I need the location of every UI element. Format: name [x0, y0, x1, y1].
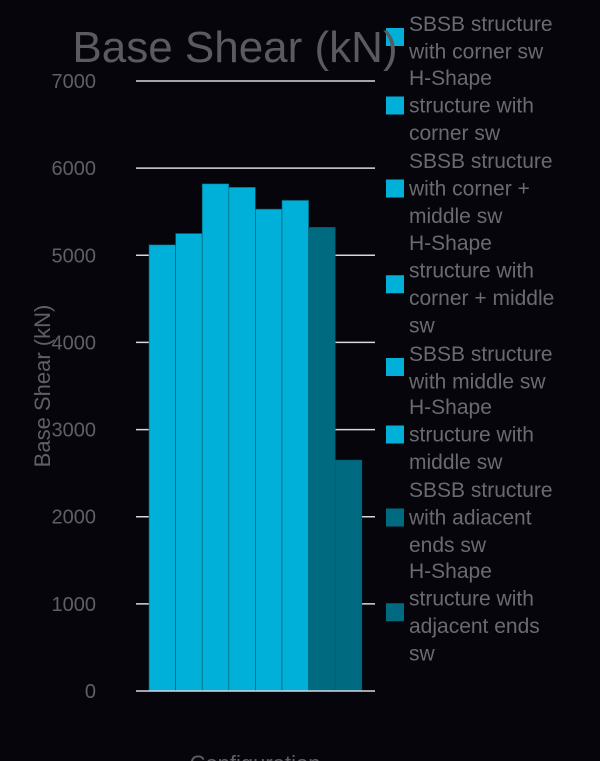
y-tick-label: 4000: [52, 332, 97, 354]
y-tick-label: 2000: [52, 507, 97, 529]
bars: [148, 183, 363, 692]
y-tick-label: 3000: [52, 420, 97, 442]
y-tick-label: 1000: [52, 594, 97, 616]
y-axis-label: Base Shear (kN): [30, 305, 55, 468]
legend-swatch: [386, 96, 404, 115]
y-axis-ticks: 0 1000 2000 3000 4000 5000 6000 7000: [52, 71, 97, 703]
legend-entry: SBSB structure with corner + middle sw: [408, 150, 553, 228]
legend-entry: H-Shape structure with adjacent ends sw: [409, 560, 540, 666]
legend-swatch: [386, 28, 404, 46]
legend-entry: SBSB structure with middle sw: [408, 343, 553, 394]
legend-entry: SBSB structure with corner sw: [408, 13, 553, 64]
bar: [281, 200, 309, 692]
bar: [255, 208, 283, 692]
y-tick-label: 0: [85, 681, 96, 703]
legend: SBSB structure with corner swH-Shape struc…: [386, 13, 554, 666]
legend-swatch: [386, 603, 404, 622]
bar: [228, 187, 256, 692]
legend-entry: SBSB structure with adiacent ends sw: [408, 479, 553, 557]
bar: [175, 233, 203, 692]
legend-swatch: [386, 425, 404, 444]
bar: [308, 227, 336, 692]
chart-title: Base Shear (kN): [72, 23, 397, 72]
legend-swatch: [386, 508, 404, 527]
legend-swatch: [386, 179, 404, 198]
y-tick-label: 7000: [52, 71, 97, 93]
bar: [148, 244, 176, 692]
legend-entry: H-Shape structure with corner sw: [409, 67, 534, 145]
x-axis-label: Configuration: [190, 751, 321, 761]
legend-entry: H-Shape structure with corner + middle sw: [409, 232, 554, 338]
y-tick-label: 5000: [52, 245, 97, 267]
bar: [334, 459, 363, 692]
legend-entry: H-Shape structure with middle sw: [409, 396, 534, 474]
y-tick-label: 6000: [52, 158, 97, 180]
bar: [201, 183, 230, 692]
legend-swatch: [386, 275, 404, 294]
legend-swatch: [386, 358, 404, 376]
